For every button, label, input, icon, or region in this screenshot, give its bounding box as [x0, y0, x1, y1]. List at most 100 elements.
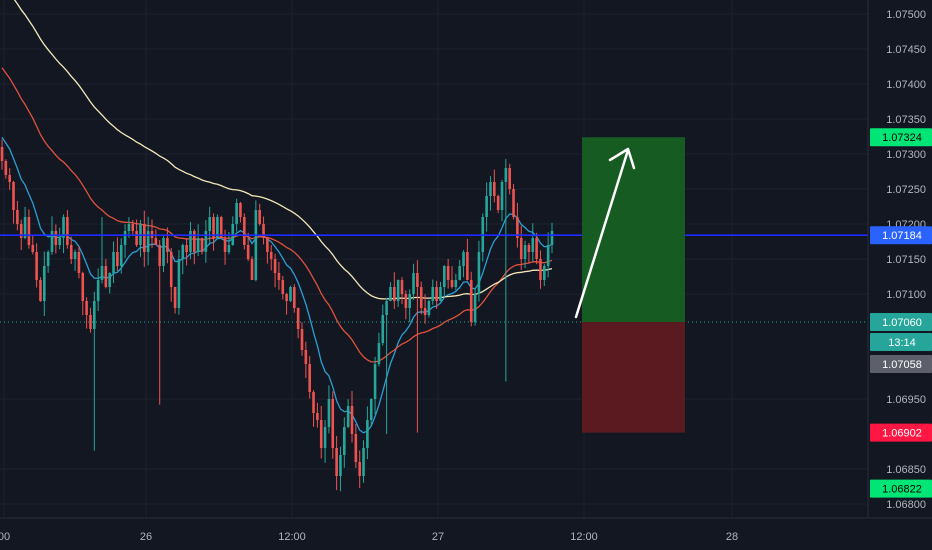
candle[interactable]: [266, 237, 269, 264]
candle[interactable]: [366, 406, 369, 460]
candle[interactable]: [343, 417, 346, 468]
candle[interactable]: [477, 240, 481, 302]
loss-zone[interactable]: [582, 322, 685, 433]
candle[interactable]: [162, 234, 165, 273]
candle[interactable]: [377, 332, 381, 367]
candle[interactable]: [250, 256, 254, 281]
candle[interactable]: [269, 245, 273, 271]
candle[interactable]: [296, 307, 300, 339]
candle[interactable]: [116, 237, 119, 272]
candle[interactable]: [62, 214, 65, 254]
candle[interactable]: [262, 216, 265, 245]
candle[interactable]: [35, 243, 38, 288]
candle[interactable]: [396, 279, 400, 307]
candle[interactable]: [346, 399, 350, 429]
candle[interactable]: [27, 209, 31, 249]
candle[interactable]: [208, 206, 211, 245]
candle[interactable]: [389, 282, 392, 302]
arrow-shaft[interactable]: [574, 148, 630, 319]
candle[interactable]: [204, 220, 208, 263]
candle[interactable]: [393, 272, 396, 309]
candle[interactable]: [16, 200, 19, 231]
candle[interactable]: [550, 222, 554, 254]
candle[interactable]: [354, 423, 358, 469]
candle[interactable]: [462, 250, 465, 278]
candle[interactable]: [469, 271, 473, 327]
candle[interactable]: [400, 277, 404, 305]
candle[interactable]: [385, 297, 388, 434]
candle[interactable]: [39, 277, 42, 302]
candle[interactable]: [46, 250, 50, 273]
candle[interactable]: [304, 341, 308, 378]
candle[interactable]: [358, 450, 361, 489]
candle[interactable]: [473, 288, 477, 326]
candle[interactable]: [154, 229, 158, 246]
candle[interactable]: [312, 390, 315, 427]
candle[interactable]: [200, 237, 204, 255]
candle[interactable]: [112, 241, 115, 283]
candle[interactable]: [416, 260, 419, 433]
candle[interactable]: [439, 281, 442, 302]
candle[interactable]: [143, 210, 146, 267]
candle[interactable]: [85, 297, 88, 329]
candle[interactable]: [508, 163, 511, 195]
candles[interactable]: [0, 139, 554, 492]
candle[interactable]: [350, 391, 354, 443]
candle[interactable]: [519, 225, 523, 270]
candle[interactable]: [196, 224, 200, 257]
candle[interactable]: [66, 210, 69, 249]
candle[interactable]: [177, 249, 181, 315]
candle[interactable]: [427, 299, 431, 318]
candle[interactable]: [189, 221, 192, 260]
candle[interactable]: [546, 232, 550, 278]
candle[interactable]: [523, 240, 527, 269]
candle[interactable]: [285, 292, 288, 315]
candle[interactable]: [362, 440, 365, 483]
candle[interactable]: [4, 159, 8, 179]
candle[interactable]: [104, 259, 108, 289]
candle[interactable]: [539, 250, 542, 289]
candle[interactable]: [404, 290, 408, 320]
candle[interactable]: [281, 275, 285, 300]
candle[interactable]: [408, 289, 411, 322]
candle[interactable]: [293, 284, 296, 313]
candle[interactable]: [435, 280, 438, 309]
candle[interactable]: [212, 213, 215, 251]
candle[interactable]: [458, 259, 461, 281]
candle[interactable]: [339, 446, 342, 492]
candle[interactable]: [108, 272, 111, 294]
candle[interactable]: [493, 169, 496, 203]
candle[interactable]: [12, 180, 15, 224]
candle[interactable]: [369, 398, 373, 426]
candle[interactable]: [235, 198, 238, 232]
candle[interactable]: [327, 385, 331, 434]
candle[interactable]: [131, 219, 135, 235]
candle[interactable]: [466, 238, 469, 281]
candle[interactable]: [23, 206, 27, 240]
candle[interactable]: [423, 294, 427, 324]
candle[interactable]: [412, 263, 415, 301]
candle[interactable]: [254, 200, 258, 282]
candle[interactable]: [0, 139, 4, 170]
candle[interactable]: [335, 435, 338, 491]
candle[interactable]: [73, 249, 77, 271]
candle[interactable]: [277, 261, 281, 290]
candle[interactable]: [166, 227, 169, 264]
candle[interactable]: [185, 237, 188, 266]
candle[interactable]: [123, 224, 127, 258]
candle[interactable]: [169, 247, 173, 302]
candle[interactable]: [373, 356, 377, 415]
candle[interactable]: [43, 251, 46, 316]
candle[interactable]: [58, 227, 61, 250]
candle[interactable]: [96, 268, 100, 312]
price-axis[interactable]: [868, 0, 932, 550]
arrow-drawing[interactable]: [574, 147, 636, 319]
candle[interactable]: [308, 355, 311, 399]
candle[interactable]: [443, 265, 446, 299]
candle[interactable]: [431, 279, 435, 305]
candle[interactable]: [89, 307, 92, 333]
candle[interactable]: [543, 264, 546, 287]
candle[interactable]: [119, 238, 123, 274]
candle[interactable]: [258, 203, 261, 226]
candle[interactable]: [81, 271, 85, 316]
